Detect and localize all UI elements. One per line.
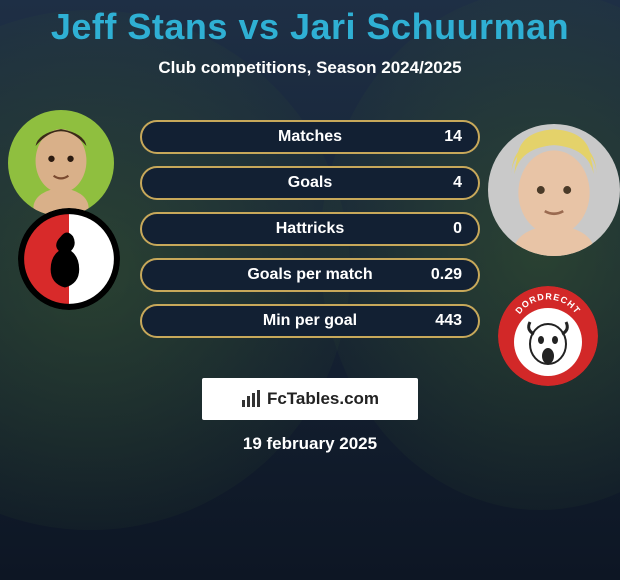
player-right-avatar <box>488 124 620 256</box>
stat-value-right: 14 <box>444 128 462 146</box>
stat-label: Hattricks <box>276 220 344 238</box>
footer-date: 19 february 2025 <box>0 434 620 454</box>
stat-label: Min per goal <box>263 312 357 330</box>
player-left-club-badge <box>18 208 120 310</box>
chart-icon <box>241 390 261 408</box>
brand-box: FcTables.com <box>202 378 418 420</box>
stat-row: Matches 14 <box>140 120 480 154</box>
page-title: Jeff Stans vs Jari Schuurman <box>0 0 620 48</box>
brand-text: FcTables.com <box>267 389 379 409</box>
stat-label: Matches <box>278 128 342 146</box>
stats-table: Matches 14 Goals 4 Hattricks 0 Goals per match… <box>140 120 480 350</box>
stat-value-right: 0.29 <box>431 266 462 284</box>
stat-row: Min per goal 443 <box>140 304 480 338</box>
subtitle: Club competitions, Season 2024/2025 <box>0 58 620 78</box>
player-right-club-badge: DORDRECHT <box>498 286 598 386</box>
stat-row: Goals 4 <box>140 166 480 200</box>
stat-row: Goals per match 0.29 <box>140 258 480 292</box>
stat-value-right: 4 <box>453 174 462 192</box>
stat-value-right: 0 <box>453 220 462 238</box>
stat-value-right: 443 <box>435 312 462 330</box>
stat-label: Goals per match <box>247 266 372 284</box>
player-left-avatar <box>8 110 114 216</box>
stat-label: Goals <box>288 174 332 192</box>
stat-row: Hattricks 0 <box>140 212 480 246</box>
